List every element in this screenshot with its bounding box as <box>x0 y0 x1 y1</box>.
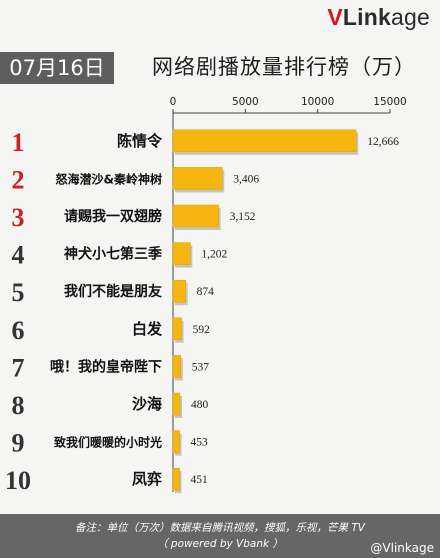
value-label: 874 <box>197 286 215 298</box>
bar <box>172 355 182 378</box>
drama-name: 我们不能是朋友 <box>64 283 162 300</box>
chart-title: 网络剧播放量排行榜（万） <box>152 55 416 79</box>
drama-name: 哦！我的皇帝陛下 <box>50 358 162 375</box>
footer-line-2: （ powered by Vbank ） <box>157 538 283 550</box>
value-label: 1,202 <box>201 249 227 261</box>
rank-number: 2 <box>12 165 25 194</box>
vlinkage-logo: VLinkage <box>327 4 430 30</box>
value-label: 537 <box>192 361 210 373</box>
drama-name: 怒海潜沙&秦岭神树 <box>56 171 162 186</box>
value-label: 3,406 <box>233 173 259 185</box>
rank-number: 10 <box>5 466 31 495</box>
value-label: 480 <box>191 399 209 411</box>
rank-number: 6 <box>12 316 25 345</box>
value-label: 451 <box>191 474 209 486</box>
x-tick-label: 0 <box>170 96 177 108</box>
drama-name: 致我们暖暖的小时光 <box>54 435 162 450</box>
value-label: 3,152 <box>230 211 256 223</box>
bar <box>172 167 223 190</box>
drama-name: 白发 <box>132 320 163 338</box>
bar <box>172 129 357 153</box>
drama-name: 凤弈 <box>132 470 162 488</box>
ranking-bar-chart: 0 5000 10000 15000 1 陈情令 12,666 2 怒海潜沙&秦岭神树 3,406… <box>5 96 407 495</box>
rank-number: 3 <box>12 203 25 232</box>
drama-name: 陈情令 <box>117 132 163 150</box>
bar <box>172 242 191 265</box>
value-label: 592 <box>193 324 211 336</box>
rank-number: 5 <box>12 278 25 307</box>
bar <box>172 392 181 416</box>
rank-number: 4 <box>12 241 25 270</box>
bar <box>172 467 180 491</box>
drama-name: 神犬小七第三季 <box>64 246 162 263</box>
date-badge: 07月16日 <box>0 52 114 84</box>
drama-name: 请赐我一双翅膀 <box>64 208 162 225</box>
rank-number: 8 <box>12 391 25 420</box>
rank-number: 1 <box>12 128 25 157</box>
rank-number: 9 <box>12 429 25 458</box>
bar <box>172 204 219 228</box>
x-tick-label: 15000 <box>373 96 406 108</box>
footer-line-1: 备注：单位（万次）数据来自腾讯视频，搜狐，乐视，芒果 TV <box>75 522 365 534</box>
bar <box>172 279 186 303</box>
value-label: 12,666 <box>367 136 399 148</box>
drama-name: 沙海 <box>132 395 162 413</box>
x-tick-label: 10000 <box>301 96 334 108</box>
value-label: 453 <box>191 437 209 449</box>
bar <box>172 317 182 341</box>
weibo-watermark: @Vlinkage <box>370 541 434 555</box>
bar <box>172 430 180 453</box>
footer-note: 备注：单位（万次）数据来自腾讯视频，搜狐，乐视，芒果 TV （ powered … <box>0 514 440 558</box>
x-tick-label: 5000 <box>232 96 259 108</box>
rank-number: 7 <box>12 353 25 382</box>
